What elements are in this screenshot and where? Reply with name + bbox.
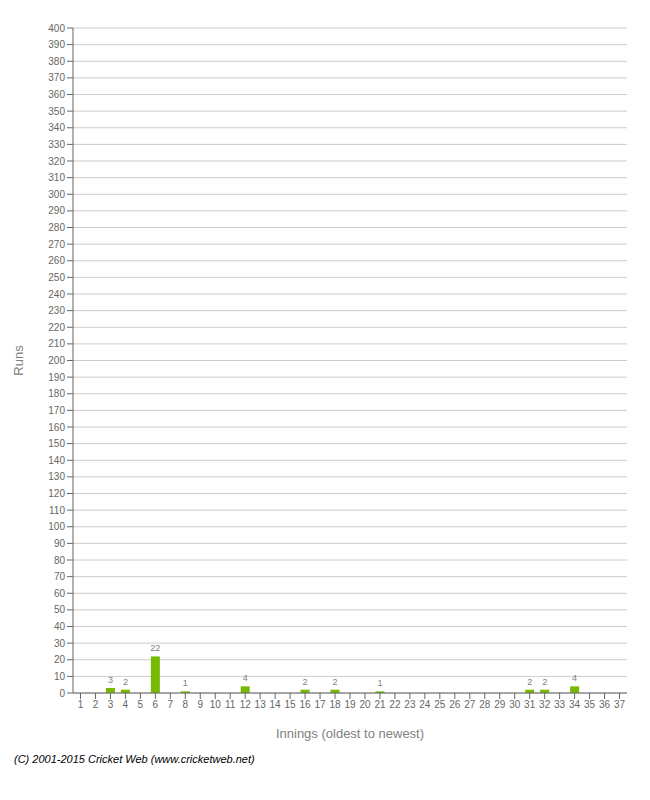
svg-text:12: 12 [240, 699, 252, 710]
svg-text:24: 24 [419, 699, 431, 710]
svg-text:160: 160 [48, 422, 65, 433]
svg-text:190: 190 [48, 372, 65, 383]
svg-text:70: 70 [54, 571, 66, 582]
svg-text:36: 36 [599, 699, 611, 710]
svg-text:9: 9 [197, 699, 203, 710]
svg-text:290: 290 [48, 205, 65, 216]
svg-text:4: 4 [243, 673, 248, 683]
svg-text:18: 18 [329, 699, 341, 710]
svg-text:130: 130 [48, 471, 65, 482]
svg-text:35: 35 [584, 699, 596, 710]
svg-text:260: 260 [48, 255, 65, 266]
svg-text:20: 20 [359, 699, 371, 710]
svg-text:7: 7 [168, 699, 174, 710]
svg-text:380: 380 [48, 56, 65, 67]
svg-text:2: 2 [93, 699, 99, 710]
svg-text:390: 390 [48, 39, 65, 50]
svg-text:30: 30 [54, 638, 66, 649]
svg-text:280: 280 [48, 222, 65, 233]
svg-text:30: 30 [509, 699, 521, 710]
svg-text:28: 28 [479, 699, 491, 710]
svg-text:Runs: Runs [11, 345, 26, 376]
svg-text:1: 1 [183, 678, 188, 688]
svg-text:220: 220 [48, 322, 65, 333]
svg-text:100: 100 [48, 521, 65, 532]
svg-text:16: 16 [300, 699, 312, 710]
svg-text:2: 2 [333, 677, 338, 687]
svg-text:3: 3 [108, 675, 113, 685]
svg-text:27: 27 [464, 699, 476, 710]
svg-text:0: 0 [59, 688, 65, 699]
svg-text:250: 250 [48, 272, 65, 283]
svg-text:2: 2 [527, 677, 532, 687]
svg-text:26: 26 [449, 699, 461, 710]
svg-text:3: 3 [108, 699, 114, 710]
svg-text:23: 23 [404, 699, 416, 710]
svg-text:2: 2 [123, 677, 128, 687]
svg-text:240: 240 [48, 289, 65, 300]
svg-text:2: 2 [303, 677, 308, 687]
svg-text:170: 170 [48, 405, 65, 416]
svg-text:5: 5 [138, 699, 144, 710]
svg-text:6: 6 [153, 699, 159, 710]
html-text:(C) 2001-2015 Cricket Web (www: (C) 2001-2015 Cricket Web (www.cricketwe… [14, 753, 255, 765]
svg-text:22: 22 [150, 643, 160, 653]
svg-text:300: 300 [48, 189, 65, 200]
svg-text:10: 10 [210, 699, 222, 710]
svg-text:60: 60 [54, 588, 66, 599]
svg-text:340: 340 [48, 122, 65, 133]
svg-text:200: 200 [48, 355, 65, 366]
svg-text:25: 25 [434, 699, 446, 710]
svg-text:270: 270 [48, 239, 65, 250]
svg-text:310: 310 [48, 172, 65, 183]
svg-text:34: 34 [569, 699, 581, 710]
svg-text:320: 320 [48, 156, 65, 167]
svg-text:40: 40 [54, 621, 66, 632]
svg-text:10: 10 [54, 671, 66, 682]
svg-text:150: 150 [48, 438, 65, 449]
svg-text:360: 360 [48, 89, 65, 100]
svg-text:110: 110 [49, 505, 65, 516]
svg-text:37: 37 [614, 699, 626, 710]
svg-text:21: 21 [374, 699, 386, 710]
svg-text:11: 11 [225, 699, 236, 710]
svg-text:210: 210 [48, 338, 65, 349]
svg-text:31: 31 [524, 699, 536, 710]
svg-text:13: 13 [255, 699, 267, 710]
svg-text:350: 350 [48, 106, 65, 117]
svg-text:180: 180 [48, 388, 65, 399]
svg-text:120: 120 [48, 488, 65, 499]
svg-text:22: 22 [389, 699, 401, 710]
svg-text:1: 1 [377, 678, 382, 688]
svg-text:80: 80 [54, 555, 66, 566]
svg-text:33: 33 [554, 699, 566, 710]
svg-text:Innings (oldest to newest): Innings (oldest to newest) [276, 726, 424, 741]
svg-text:29: 29 [494, 699, 506, 710]
svg-text:330: 330 [48, 139, 65, 150]
svg-text:19: 19 [344, 699, 356, 710]
svg-text:140: 140 [48, 455, 65, 466]
svg-text:230: 230 [48, 305, 65, 316]
svg-text:50: 50 [54, 604, 66, 615]
svg-text:14: 14 [270, 699, 282, 710]
svg-text:17: 17 [314, 699, 326, 710]
svg-text:32: 32 [539, 699, 551, 710]
svg-text:90: 90 [54, 538, 66, 549]
svg-text:2: 2 [542, 677, 547, 687]
svg-text:370: 370 [48, 72, 65, 83]
svg-text:20: 20 [54, 654, 66, 665]
svg-text:400: 400 [48, 23, 65, 34]
svg-text:1: 1 [78, 699, 84, 710]
svg-text:4: 4 [123, 699, 129, 710]
svg-text:4: 4 [572, 673, 577, 683]
svg-text:15: 15 [285, 699, 297, 710]
svg-text:8: 8 [183, 699, 189, 710]
